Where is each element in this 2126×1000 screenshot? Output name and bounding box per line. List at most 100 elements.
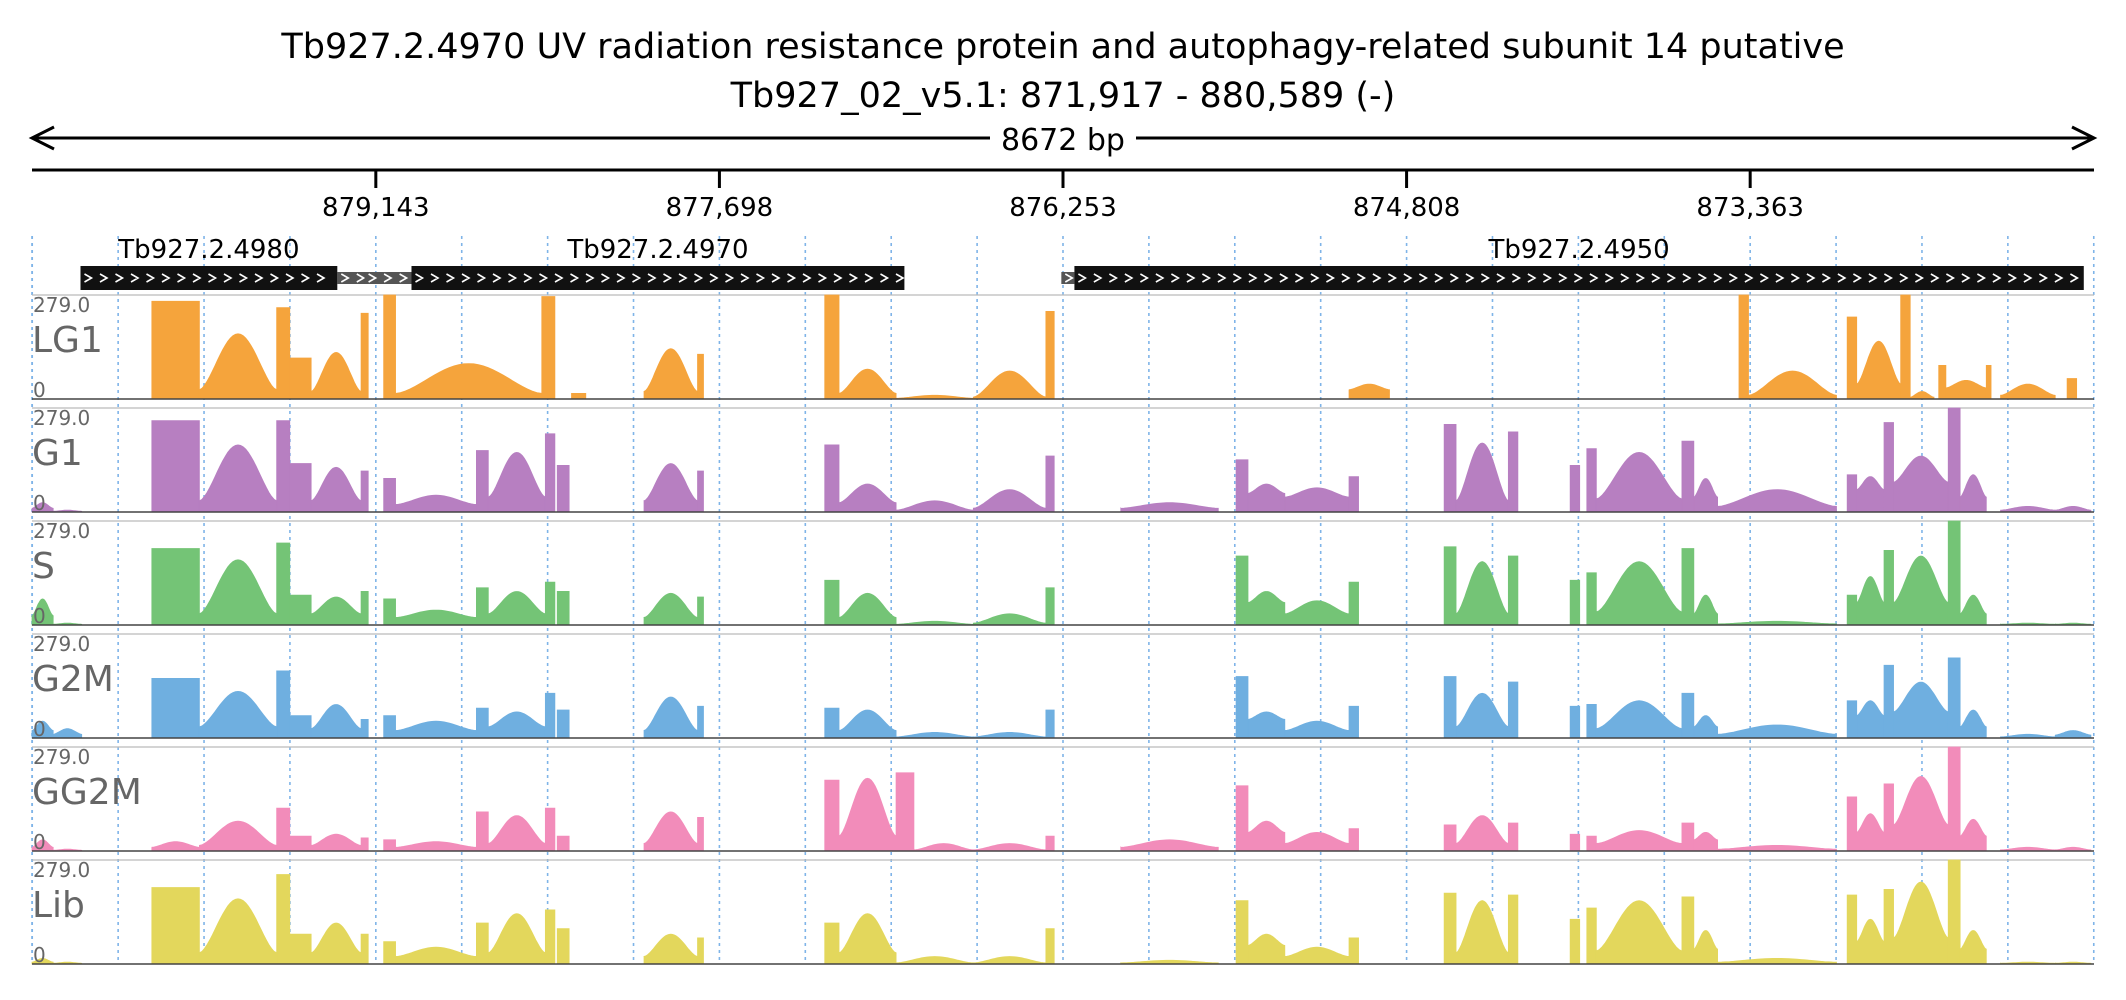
coverage-segment <box>2054 846 2092 852</box>
coverage-segment <box>151 548 200 626</box>
coverage-segment <box>2066 378 2078 400</box>
coverage-segment <box>487 591 546 626</box>
axis-tick-label: 879,143 <box>322 193 430 223</box>
coverage-segment <box>1120 502 1219 513</box>
coverage-segment <box>1507 555 1519 626</box>
coverage-segment <box>838 709 897 739</box>
gene-label: Tb927.2.4970 <box>566 235 748 265</box>
gene-strand-chevrons <box>368 273 409 283</box>
coverage-segment <box>289 463 312 513</box>
coverage-segment <box>1747 370 1837 400</box>
coverage-segment <box>1738 294 1749 400</box>
coverage-segment <box>276 670 291 739</box>
coverage-segment <box>1846 894 1858 965</box>
coverage-segment <box>2000 733 2056 739</box>
coverage-segment <box>310 351 362 400</box>
coverage-segment <box>395 494 477 513</box>
coverage-segment <box>1235 459 1249 513</box>
coverage-segment <box>1507 822 1519 852</box>
span-arrow-right-head <box>2071 125 2098 151</box>
coverage-segment <box>395 946 477 965</box>
coverage-segment <box>310 833 362 852</box>
coverage-segment <box>1595 700 1683 739</box>
coverage-segment <box>360 718 369 739</box>
coverage-segment <box>1247 933 1286 965</box>
gene-strand-chevrons <box>415 273 905 283</box>
genomic-location: Tb927_02_v5.1: 871,917 - 880,589 (-) <box>730 76 1396 116</box>
coverage-segment <box>1569 705 1581 739</box>
coverage-segment <box>972 370 1047 400</box>
track-ymin-label: 0 <box>33 830 46 854</box>
coverage-segment <box>151 420 200 513</box>
coverage-segment <box>1893 555 1949 626</box>
coverage-segment <box>1959 930 1987 965</box>
gene-strand-chevrons <box>1078 273 2080 283</box>
coverage-segment <box>1348 705 1359 739</box>
coverage-segment <box>383 839 396 852</box>
coverage-segment <box>476 587 489 626</box>
coverage-segment <box>1856 813 1885 852</box>
coverage-segment <box>1893 681 1949 739</box>
coverage-segment <box>289 933 312 965</box>
coverage-segment <box>697 596 704 626</box>
coverage-segment <box>1947 407 1961 513</box>
coverage-segment <box>151 841 200 852</box>
coverage-tracks: 279.0 0 LG1 279.0 0 G1 279.0 0 S 279.0 0 G2M 279.0 0 G… <box>31 293 2094 967</box>
coverage-segment <box>476 450 489 513</box>
coverage-segment <box>1348 476 1359 513</box>
coverage-segment <box>487 711 546 739</box>
coverage-segment <box>1681 692 1695 739</box>
track-name-label: G1 <box>32 433 83 474</box>
coverage-segment <box>1893 881 1949 965</box>
coverage-segment <box>1045 709 1055 739</box>
coverage-segment <box>1348 937 1359 965</box>
coverage-segment <box>895 732 974 739</box>
gene-annotation-track: Tb927.2.4980 Tb927.2.4970 Tb927.2.4950 <box>80 235 2084 290</box>
coverage-segment <box>1985 365 1992 400</box>
coverage-segment <box>895 500 974 513</box>
track-s: 279.0 0 S <box>31 519 2094 628</box>
coverage-segment <box>1569 579 1581 626</box>
coverage-segment <box>1455 815 1509 852</box>
coverage-segment <box>838 592 897 626</box>
span-label-background <box>990 118 1136 158</box>
coverage-segment <box>697 353 704 400</box>
track-ymax-label: 279.0 <box>33 745 90 769</box>
gene-label: Tb927.2.4950 <box>1487 235 1669 265</box>
coverage-segment <box>1856 476 1885 513</box>
coverage-segment <box>1883 550 1894 626</box>
coverage-segment <box>541 296 556 400</box>
track-lg1: 279.0 0 LG1 <box>32 293 2094 402</box>
coverage-segment <box>544 692 556 739</box>
coverage-segment <box>1348 828 1359 852</box>
coverage-segment <box>360 933 369 965</box>
coverage-segment <box>1681 822 1695 852</box>
coverage-segment <box>1883 664 1894 739</box>
coverage-segment <box>198 444 278 513</box>
gene-body <box>80 266 338 290</box>
coverage-segment <box>1947 859 1961 965</box>
coverage-segment <box>972 489 1047 513</box>
coverage-segment <box>276 542 291 626</box>
coverage-segment <box>1717 958 1837 965</box>
coverage-segment <box>1045 455 1055 513</box>
coverage-segment <box>1846 594 1858 626</box>
coverage-segment <box>476 922 489 965</box>
coverage-segment <box>289 835 312 852</box>
coverage-segment <box>1856 700 1885 739</box>
coverage-segment <box>1595 830 1683 852</box>
gene-body <box>1074 266 2084 290</box>
coverage-segment <box>697 937 704 965</box>
gene-label: Tb927.2.4980 <box>117 235 299 265</box>
coverage-segment <box>1120 959 1219 965</box>
span-indicator: 8672 bp <box>28 118 2098 158</box>
coverage-segment <box>31 598 54 626</box>
coverage-segment <box>1443 824 1457 852</box>
track-ymax-label: 279.0 <box>33 858 90 882</box>
coverage-segment <box>1717 489 1837 513</box>
span-label: 8672 bp <box>1001 123 1125 158</box>
coverage-segment <box>383 941 396 965</box>
track-g2m: 279.0 0 G2M <box>31 632 2094 741</box>
coverage-segment <box>2053 730 2092 739</box>
track-ymax-label: 279.0 <box>33 406 90 430</box>
